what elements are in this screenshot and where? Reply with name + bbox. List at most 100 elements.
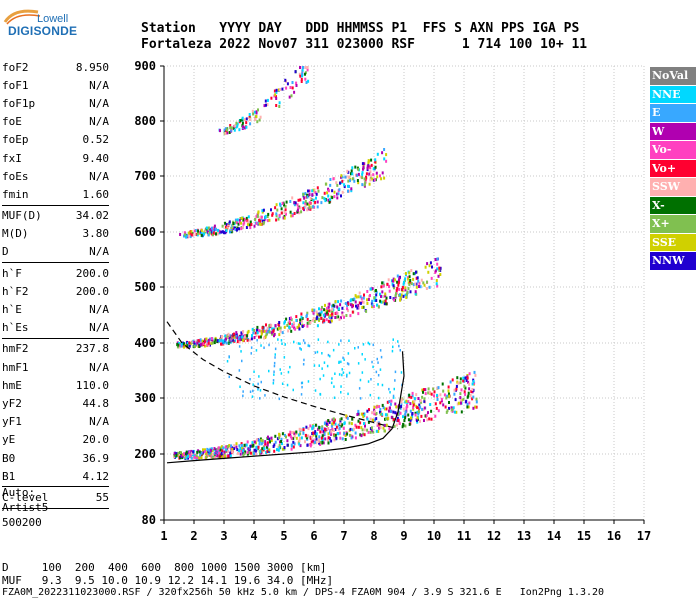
- echo-point: [304, 204, 307, 208]
- echo-point: [212, 226, 214, 230]
- echo-point: [363, 428, 366, 432]
- echo-point: [229, 451, 232, 455]
- echo-point: [247, 447, 250, 451]
- echo-point: [412, 407, 415, 411]
- echo-point: [275, 95, 277, 99]
- echo-point: [346, 373, 348, 377]
- echo-point: [448, 394, 451, 398]
- echo-point: [416, 406, 419, 410]
- param-value: N/A: [89, 415, 109, 429]
- param-value: 34.02: [75, 209, 109, 223]
- echo-point: [393, 298, 396, 302]
- echo-point: [312, 316, 315, 320]
- echo-point: [414, 292, 417, 296]
- echo-point: [300, 393, 303, 396]
- echo-point: [391, 349, 394, 353]
- param-key: B0: [2, 451, 16, 465]
- echo-point: [394, 294, 397, 298]
- echo-point: [401, 288, 404, 291]
- echo-point: [365, 309, 368, 313]
- echo-point: [332, 348, 335, 352]
- echo-point: [367, 430, 370, 434]
- echo-point: [424, 265, 427, 269]
- echo-point: [468, 387, 471, 391]
- echo-point: [276, 448, 278, 452]
- echo-point: [316, 186, 319, 190]
- echo-point: [375, 171, 378, 175]
- echo-point: [253, 448, 256, 452]
- echo-point: [289, 365, 291, 369]
- echo-point: [277, 217, 280, 221]
- echo-point: [336, 183, 339, 187]
- echo-point: [240, 350, 242, 353]
- echo-point: [225, 223, 228, 227]
- echo-point: [204, 229, 207, 232]
- echo-point: [281, 331, 284, 335]
- echo-point: [411, 412, 414, 415]
- echo-point: [249, 378, 251, 381]
- echo-point: [214, 338, 217, 342]
- echo-point: [301, 325, 304, 328]
- param-key: yE: [2, 433, 16, 447]
- echo-point: [367, 341, 369, 345]
- echo-point: [254, 331, 257, 335]
- echo-point: [255, 349, 258, 352]
- echo-point: [289, 435, 292, 439]
- echo-point: [399, 298, 402, 302]
- echo-point: [376, 152, 379, 156]
- echo-point: [240, 221, 243, 225]
- param-separator: [2, 337, 109, 339]
- echo-point: [361, 162, 364, 166]
- echo-point: [467, 391, 470, 395]
- echo-point: [242, 449, 245, 453]
- echo-point: [374, 165, 377, 169]
- echo-point: [270, 331, 273, 335]
- echo-point: [385, 159, 388, 163]
- echo-point: [457, 381, 460, 385]
- echo-point: [280, 437, 283, 441]
- echo-point: [362, 305, 365, 309]
- echo-point: [226, 131, 229, 135]
- echo-point: [286, 324, 289, 327]
- echo-point: [399, 411, 402, 415]
- echo-point: [361, 306, 364, 309]
- echo-point: [361, 353, 363, 356]
- echo-point: [271, 327, 274, 331]
- echo-point: [394, 411, 397, 415]
- echo-point: [328, 309, 331, 313]
- echo-point: [279, 440, 281, 444]
- echo-point: [381, 300, 384, 304]
- echo-point: [413, 272, 416, 276]
- echo-point: [245, 121, 248, 125]
- echo-point: [356, 306, 359, 310]
- echo-point: [323, 197, 326, 201]
- echo-point: [223, 450, 226, 454]
- echo-point: [373, 410, 376, 414]
- echo-point: [376, 303, 378, 307]
- echo-point: [283, 446, 286, 449]
- echo-point: [299, 436, 301, 440]
- param-value: 55: [95, 490, 109, 504]
- echo-point: [216, 232, 219, 236]
- echo-point: [293, 212, 296, 215]
- echo-point: [252, 440, 255, 444]
- echo-point: [467, 405, 470, 409]
- echo-point: [202, 342, 205, 346]
- echo-point: [446, 394, 449, 398]
- echo-point: [247, 215, 250, 219]
- echo-point: [369, 166, 372, 170]
- echo-point: [289, 433, 292, 437]
- echo-point: [466, 402, 469, 406]
- echo-point: [340, 174, 343, 178]
- echo-point: [314, 423, 317, 427]
- echo-point: [222, 454, 225, 458]
- echo-point: [362, 296, 365, 300]
- echo-point: [340, 175, 342, 179]
- y-tick-label: 700: [134, 169, 156, 183]
- echo-point: [317, 338, 320, 341]
- echo-point: [355, 295, 358, 299]
- echo-point: [373, 408, 376, 412]
- echo-point: [389, 402, 392, 406]
- echo-point: [382, 406, 385, 410]
- echo-point: [337, 315, 340, 319]
